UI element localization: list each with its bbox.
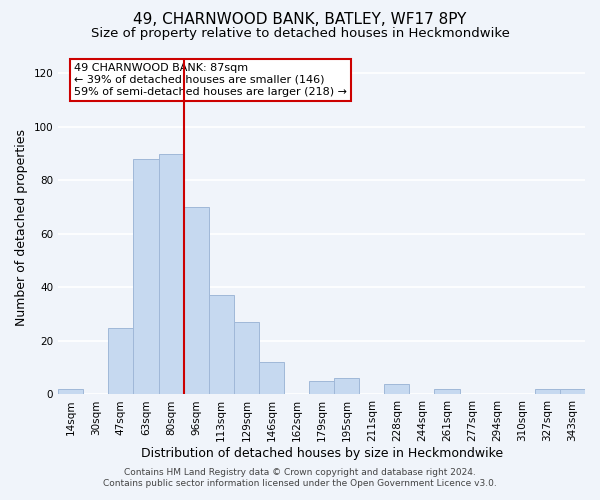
Bar — [334, 378, 359, 394]
Bar — [259, 362, 284, 394]
Text: 49, CHARNWOOD BANK, BATLEY, WF17 8PY: 49, CHARNWOOD BANK, BATLEY, WF17 8PY — [133, 12, 467, 28]
Bar — [309, 381, 334, 394]
X-axis label: Distribution of detached houses by size in Heckmondwike: Distribution of detached houses by size … — [140, 447, 503, 460]
Bar — [158, 154, 184, 394]
Bar — [184, 207, 209, 394]
Text: Contains HM Land Registry data © Crown copyright and database right 2024.
Contai: Contains HM Land Registry data © Crown c… — [103, 468, 497, 487]
Bar — [434, 389, 460, 394]
Bar — [385, 384, 409, 394]
Y-axis label: Number of detached properties: Number of detached properties — [15, 128, 28, 326]
Text: 49 CHARNWOOD BANK: 87sqm
← 39% of detached houses are smaller (146)
59% of semi-: 49 CHARNWOOD BANK: 87sqm ← 39% of detach… — [74, 64, 347, 96]
Bar — [133, 159, 158, 394]
Bar — [234, 322, 259, 394]
Bar — [535, 389, 560, 394]
Bar — [58, 389, 83, 394]
Bar — [209, 296, 234, 394]
Bar — [109, 328, 133, 394]
Text: Size of property relative to detached houses in Heckmondwike: Size of property relative to detached ho… — [91, 28, 509, 40]
Bar — [560, 389, 585, 394]
